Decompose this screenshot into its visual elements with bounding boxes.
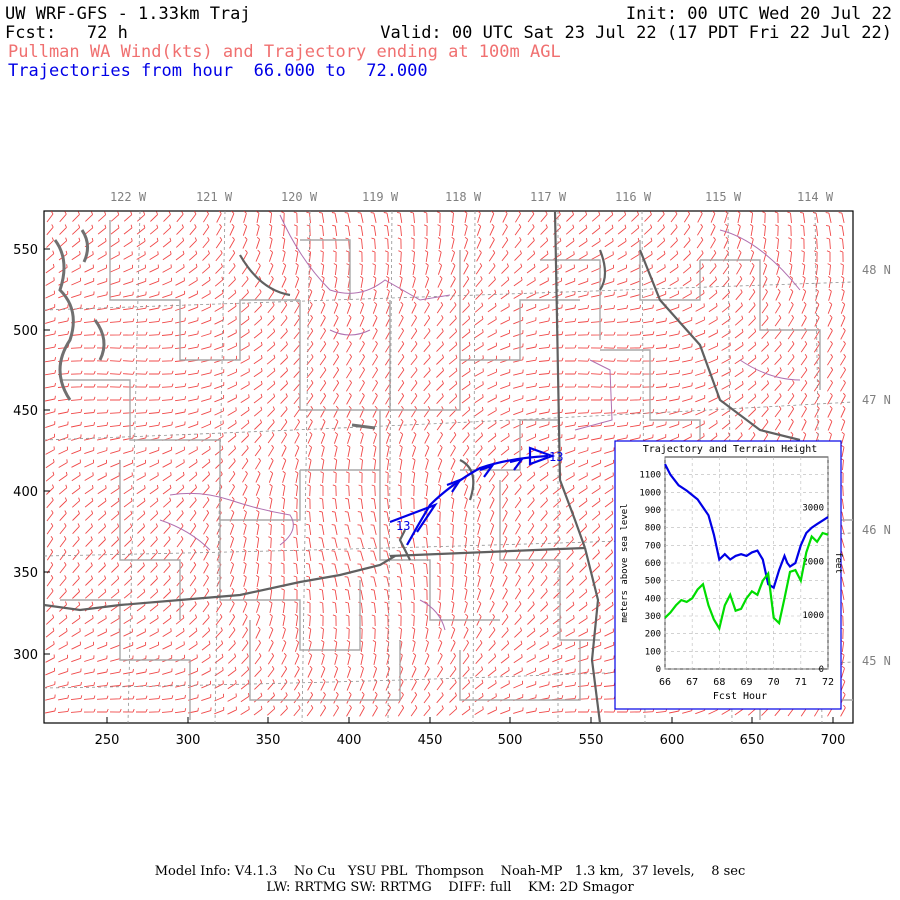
forecast-hour: Fcst: 72 h — [5, 23, 128, 43]
longitude-label: 116 W — [615, 190, 652, 204]
longitude-label: 117 W — [530, 190, 567, 204]
left-tick-label: 550 — [13, 243, 38, 258]
inset-y-tick: 200 — [645, 630, 661, 640]
longitude-label: 121 W — [196, 190, 233, 204]
inset-feet-tick: 1000 — [802, 611, 824, 621]
rivers — [159, 214, 801, 631]
longitude-label: 114 W — [797, 190, 834, 204]
trajectory-label-start: 13 — [396, 519, 410, 533]
inset-title: Trajectory and Terrain Height — [643, 444, 818, 455]
latitude-label: 46 N — [862, 523, 891, 537]
bottom-tick-label: 500 — [498, 733, 523, 748]
inset-series — [664, 463, 829, 632]
inset-y-tick: 1100 — [639, 471, 661, 481]
longitude-label: 119 W — [362, 190, 399, 204]
inset-feet-tick: 0 — [819, 665, 824, 675]
model-title: UW WRF-GFS - 1.33km Traj — [5, 4, 251, 24]
left-tick-label: 500 — [13, 324, 38, 339]
model-info-line2: LW: RRTMG SW: RRTMG DIFF: full KM: 2D Sm… — [266, 880, 634, 895]
inset-x-tick: 71 — [795, 677, 807, 688]
bottom-tick-label: 450 — [418, 733, 443, 748]
inset-x-tick: 70 — [768, 677, 780, 688]
trajectory-height-line — [664, 463, 829, 590]
bottom-tick-label: 400 — [337, 733, 362, 748]
init-time: Init: 00 UTC Wed 20 Jul 22 — [625, 4, 892, 24]
inset-y-tick: 0 — [656, 665, 661, 675]
trajectory-path — [406, 454, 549, 546]
inset-y-label-right: feet — [833, 552, 843, 574]
inset-feet-tick: 3000 — [802, 503, 824, 513]
longitude-label: 120 W — [281, 190, 318, 204]
trajectory-hours: Trajectories from hour 66.000 to 72.000 — [8, 61, 428, 81]
wind-barbs — [45, 211, 846, 717]
inset-y-tick: 900 — [645, 506, 661, 516]
inset-y-tick: 100 — [645, 647, 661, 657]
inset-grid — [664, 457, 829, 670]
trajectory-arrow-1 — [389, 502, 438, 533]
inset-y-tick: 600 — [645, 559, 661, 569]
inset-y-tick: 300 — [645, 612, 661, 622]
coastline — [53, 229, 376, 430]
inset-chart: Trajectory and Terrain Height 1100100090… — [614, 440, 843, 710]
inset-y-tick: 400 — [645, 594, 661, 604]
left-tick-label: 300 — [13, 648, 38, 663]
latitude-label: 45 N — [862, 654, 891, 668]
longitude-label: 122 W — [110, 190, 147, 204]
inset-x-tick: 69 — [740, 677, 752, 688]
valid-time: Valid: 00 UTC Sat 23 Jul 22 (17 PDT Fri … — [380, 23, 892, 43]
terrain-height-line — [664, 531, 829, 632]
bottom-tick-label: 300 — [176, 733, 201, 748]
latitude-label: 48 N — [862, 263, 891, 277]
bottom-tick-label: 650 — [740, 733, 765, 748]
inset-y-tick: 500 — [645, 577, 661, 587]
bottom-tick-label: 350 — [256, 733, 281, 748]
bottom-tick-label: 250 — [95, 733, 120, 748]
trajectory-arrow-3 — [479, 463, 495, 478]
trajectory-arrow-4 — [509, 457, 525, 471]
bottom-tick-label: 600 — [660, 733, 685, 748]
trajectory — [389, 446, 556, 546]
inset-y-tick: 700 — [645, 541, 661, 551]
inset-y-tick: 800 — [645, 524, 661, 534]
left-tick-label: 400 — [13, 485, 38, 500]
inset-x-tick: 66 — [659, 677, 671, 688]
inset-x-tick: 72 — [822, 677, 834, 688]
bottom-tick-label: 550 — [579, 733, 604, 748]
left-tick-label: 350 — [13, 566, 38, 581]
inset-y-label-left: meters above sea level — [620, 503, 630, 622]
left-tick-label: 450 — [13, 404, 38, 419]
bottom-tick-label: 700 — [821, 733, 846, 748]
bottom-axis: 250 300 350 400 450 500 550 600 650 700 — [95, 717, 846, 748]
inset-x-label: Fcst Hour — [713, 691, 767, 702]
product-title: Pullman WA Wind(kts) and Trajectory endi… — [8, 42, 561, 62]
longitude-label: 115 W — [705, 190, 742, 204]
top-longitude-labels: 122 W 121 W 120 W 119 W 118 W 117 W 116 W 115 W… — [110, 190, 834, 204]
latitude-label: 47 N — [862, 393, 891, 407]
trajectory-label-end: 13 — [549, 450, 563, 464]
inset-y-tick: 1000 — [639, 488, 661, 498]
right-latitude-labels: 48 N 47 N 46 N 45 N — [862, 263, 891, 668]
trajectory-arrow-end — [528, 446, 556, 466]
wind-barb-field — [45, 211, 846, 717]
inset-feet-ticks: 3000 2000 1000 0 — [802, 503, 824, 675]
trajectory-arrow-2 — [446, 477, 463, 493]
model-info-line1: Model Info: V4.1.3 No Cu YSU PBL Thompso… — [154, 864, 746, 879]
inset-x-tick: 67 — [686, 677, 698, 688]
inset-feet-tick: 2000 — [802, 557, 824, 567]
inset-x-tick: 68 — [713, 677, 725, 688]
left-axis: 550 500 450 400 350 300 — [13, 243, 50, 663]
inset-x-ticks: 66 67 68 69 70 71 72 — [659, 677, 834, 688]
longitude-label: 118 W — [445, 190, 482, 204]
state-borders — [44, 211, 801, 723]
